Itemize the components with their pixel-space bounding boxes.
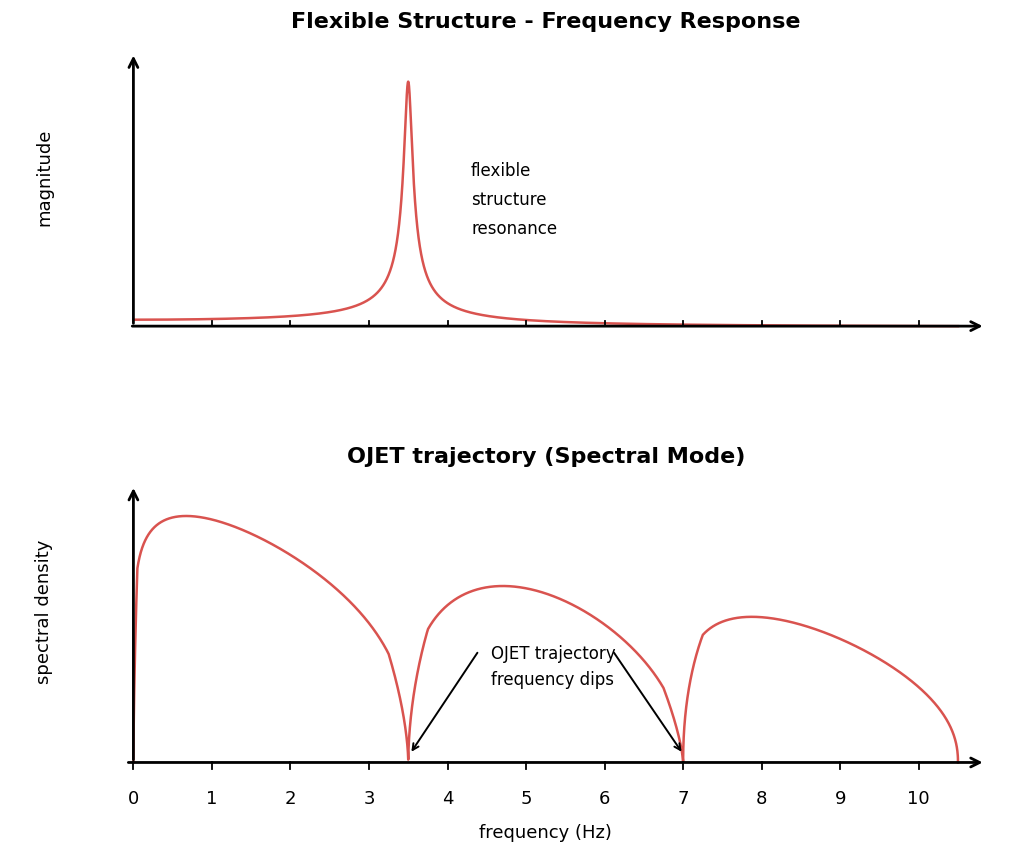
Title: Flexible Structure - Frequency Response: Flexible Structure - Frequency Response xyxy=(290,13,800,32)
Text: OJET trajectory
frequency dips: OJET trajectory frequency dips xyxy=(490,645,614,690)
Text: spectral density: spectral density xyxy=(36,539,53,684)
Title: OJET trajectory (Spectral Mode): OJET trajectory (Spectral Mode) xyxy=(346,446,744,467)
Text: magnitude: magnitude xyxy=(36,128,53,225)
X-axis label: frequency (Hz): frequency (Hz) xyxy=(479,825,611,842)
Text: flexible
structure
resonance: flexible structure resonance xyxy=(471,162,556,238)
